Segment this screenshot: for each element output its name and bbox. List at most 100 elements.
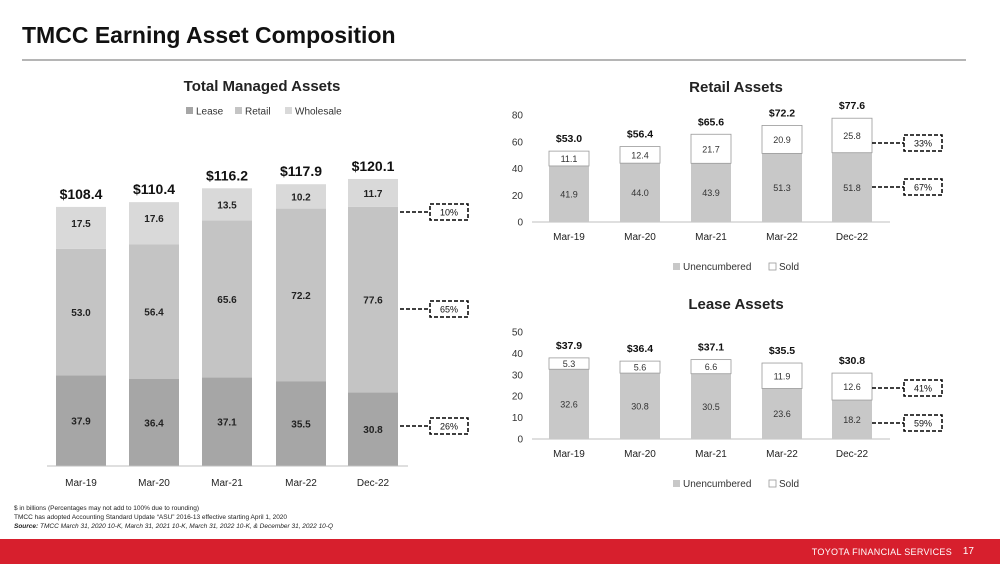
total-managed-assets-chart: Total Managed Assets Lease Retail Wholesale… xyxy=(47,78,469,489)
data-label: 11.9 xyxy=(774,371,791,381)
total-label: $56.4 xyxy=(627,129,653,141)
data-label: 32.6 xyxy=(560,400,578,410)
bar-segment xyxy=(56,206,106,249)
lease-assets-chart: Lease Assets 0 10 20 30 40 50 32.6 5.3 $37.9 Mar-1… xyxy=(512,296,943,490)
data-label: 18.2 xyxy=(843,415,861,425)
x-tick-label: Mar-19 xyxy=(65,478,97,489)
legend-swatch-unencumbered xyxy=(673,263,680,270)
x-tick-label: Mar-20 xyxy=(138,478,170,489)
y-tick-label: 60 xyxy=(512,137,524,148)
callout-wholesale-box xyxy=(429,203,469,221)
legend-label-sold: Sold xyxy=(779,479,799,490)
bar-segment xyxy=(548,357,590,370)
data-label: 13.5 xyxy=(217,200,237,211)
callout-unencumbered-label: 59% xyxy=(914,419,932,429)
x-tick-label: Mar-22 xyxy=(766,449,798,460)
data-label: 37.1 xyxy=(217,418,237,429)
legend-label-lease: Lease xyxy=(196,107,224,118)
bar-segment xyxy=(129,202,179,245)
data-label: 35.5 xyxy=(291,420,311,431)
x-tick-label: Dec-22 xyxy=(836,449,869,460)
legend-label-retail: Retail xyxy=(245,107,271,118)
data-label: 12.6 xyxy=(843,382,861,392)
total-label: $77.6 xyxy=(839,100,865,112)
total-label: $36.4 xyxy=(627,343,653,355)
bar-segment xyxy=(129,244,179,380)
callout-sold-label: 33% xyxy=(914,139,932,149)
legend-swatch-lease xyxy=(186,107,193,114)
data-label: 5.3 xyxy=(563,359,576,369)
legend-swatch-wholesale xyxy=(285,107,292,114)
x-tick-label: Mar-21 xyxy=(695,449,727,460)
y-tick-label: 80 xyxy=(512,111,524,122)
bar-segment xyxy=(762,388,802,439)
callout-unencumbered-box xyxy=(903,178,943,196)
bar-segment xyxy=(348,206,398,393)
bar-segment xyxy=(348,392,398,466)
total-label: $108.4 xyxy=(60,186,103,202)
x-tick-label: Mar-20 xyxy=(624,449,656,460)
data-label: 30.8 xyxy=(363,425,383,436)
total-label: $117.9 xyxy=(280,163,322,179)
x-tick-label: Mar-21 xyxy=(695,232,727,243)
footer-bar: TOYOTA FINANCIAL SERVICES 17 xyxy=(0,539,1000,564)
data-label: 77.6 xyxy=(363,296,383,307)
data-label: 43.9 xyxy=(702,188,720,198)
total-label: $65.6 xyxy=(698,116,724,128)
bar-segment xyxy=(202,220,252,378)
bar-segment xyxy=(276,381,326,466)
x-tick-label: Mar-22 xyxy=(766,232,798,243)
total-label: $30.8 xyxy=(839,355,865,367)
total-label: $72.2 xyxy=(769,107,795,119)
bar-segment xyxy=(761,362,803,389)
total-label: $37.9 xyxy=(556,340,582,352)
data-label: 10.2 xyxy=(291,192,311,203)
callout-sold-box xyxy=(903,134,943,152)
x-tick-label: Dec-22 xyxy=(357,478,390,489)
y-tick-label: 40 xyxy=(512,164,524,175)
legend-swatch-unencumbered xyxy=(673,480,680,487)
data-label: 11.1 xyxy=(561,154,578,164)
bar-segment xyxy=(690,359,732,375)
bar-segment xyxy=(619,146,661,164)
callout-wholesale-label: 10% xyxy=(440,208,458,218)
data-label: 44.0 xyxy=(631,188,649,198)
x-tick-label: Mar-19 xyxy=(553,232,585,243)
x-tick-label: Mar-19 xyxy=(553,449,585,460)
total-label: $116.2 xyxy=(206,167,248,183)
data-label: 6.6 xyxy=(705,362,718,372)
bar-segment xyxy=(620,163,660,222)
footnotes: $ in billions (Percentages may not add t… xyxy=(14,504,333,531)
legend-label-unencumbered: Unencumbered xyxy=(683,479,751,490)
callout-unencumbered-box xyxy=(903,414,943,432)
bar-segment xyxy=(832,152,872,222)
x-tick-label: Mar-20 xyxy=(624,232,656,243)
data-label: 53.0 xyxy=(71,308,91,319)
legend-swatch-sold xyxy=(768,479,777,488)
page-title: TMCC Earning Asset Composition xyxy=(22,22,396,48)
chart-title: Lease Assets xyxy=(688,296,783,313)
bar-segment xyxy=(202,377,252,466)
bar-segment xyxy=(619,360,661,374)
data-label: 21.7 xyxy=(702,144,720,154)
footer-brand: TOYOTA FINANCIAL SERVICES xyxy=(811,547,952,557)
total-label: $120.1 xyxy=(352,158,395,174)
bar-segment xyxy=(832,400,872,439)
bar-segment xyxy=(691,163,731,222)
page-number: 17 xyxy=(962,546,974,557)
y-tick-label: 50 xyxy=(512,328,524,339)
legend-swatch-sold xyxy=(768,262,777,271)
total-label: $53.0 xyxy=(556,133,582,145)
title-divider xyxy=(22,59,966,61)
data-label: 65.6 xyxy=(217,295,237,306)
x-tick-label: Dec-22 xyxy=(836,232,869,243)
data-label: 30.8 xyxy=(631,402,649,412)
bar-segment xyxy=(762,153,802,222)
data-label: 41.9 xyxy=(560,189,578,199)
data-label: 36.4 xyxy=(144,419,164,430)
callout-retail-label: 65% xyxy=(440,305,458,315)
bar-segment xyxy=(549,165,589,222)
bar-segment xyxy=(202,188,252,221)
footnote-units: $ in billions (Percentages may not add t… xyxy=(14,505,200,512)
chart-title: Total Managed Assets xyxy=(184,78,341,95)
